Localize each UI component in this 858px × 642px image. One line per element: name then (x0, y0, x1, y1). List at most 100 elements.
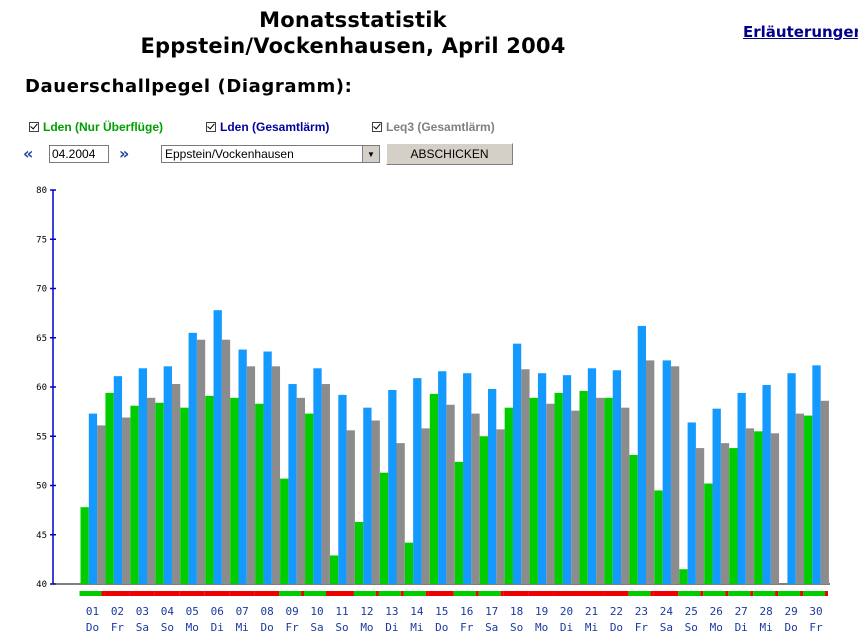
bar-overflights-day-10 (305, 413, 314, 584)
status-segment-day-03 (129, 591, 155, 596)
y-tick-label: 45 (36, 531, 47, 541)
next-month-icon[interactable]: » (119, 144, 130, 163)
legend-checkbox-total[interactable]: Lden (Gesamtlärm) (206, 120, 329, 134)
help-link[interactable]: Erläuterungen (743, 23, 858, 41)
x-day-label[interactable]: 23 (635, 605, 648, 618)
chevron-down-icon[interactable]: ▼ (362, 146, 379, 162)
bar-total-day-22 (612, 370, 622, 584)
bar-overflights-day-09 (280, 478, 289, 584)
bar-leq3-day-18 (521, 369, 530, 584)
bar-total-day-09 (288, 384, 297, 584)
x-day-label[interactable]: 24 (660, 605, 674, 618)
x-day-label[interactable]: 26 (710, 605, 723, 618)
x-weekday-label: Mo (535, 621, 548, 634)
month-input[interactable] (49, 145, 109, 163)
bar-leq3-day-10 (321, 384, 330, 584)
bar-total-day-14 (413, 378, 422, 584)
x-weekday-label: Sa (485, 621, 498, 634)
bar-total-day-19 (537, 373, 547, 584)
x-weekday-label: Sa (310, 621, 323, 634)
x-day-label[interactable]: 08 (261, 605, 274, 618)
checkbox-icon[interactable] (206, 122, 216, 132)
x-day-label[interactable]: 19 (535, 605, 548, 618)
checkbox-icon[interactable] (29, 122, 39, 132)
x-weekday-label: Fr (635, 621, 649, 634)
x-day-label[interactable]: 25 (685, 605, 698, 618)
location-select[interactable]: Eppstein/Vockenhausen ▼ (161, 145, 380, 163)
status-segment-day-29 (778, 591, 801, 596)
bar-leq3-day-09 (296, 397, 305, 584)
status-segment-day-07 (229, 591, 255, 596)
x-day-label[interactable]: 20 (560, 605, 573, 618)
x-day-label[interactable]: 10 (310, 605, 323, 618)
status-segment-edge (301, 591, 305, 596)
x-day-label[interactable]: 17 (485, 605, 498, 618)
bar-leq3-day-25 (695, 448, 705, 584)
x-day-label[interactable]: 15 (435, 605, 448, 618)
y-tick-label: 70 (36, 285, 47, 295)
prev-month-icon[interactable]: « (23, 144, 34, 163)
bar-total-day-30 (812, 365, 821, 584)
x-day-label[interactable]: 22 (610, 605, 623, 618)
x-weekday-label: Mi (585, 621, 598, 634)
bar-leq3-day-16 (471, 413, 480, 584)
status-segment-edge (101, 591, 105, 596)
x-day-label[interactable]: 09 (285, 605, 298, 618)
x-day-label[interactable]: 06 (211, 605, 224, 618)
bar-leq3-day-24 (670, 366, 680, 584)
bar-leq3-day-21 (596, 397, 605, 584)
bar-series (80, 310, 829, 584)
x-day-label[interactable]: 28 (760, 605, 773, 618)
bar-total-day-27 (737, 392, 746, 584)
x-day-label[interactable]: 14 (410, 605, 424, 618)
checkbox-icon[interactable] (372, 122, 382, 132)
x-day-label[interactable]: 27 (735, 605, 748, 618)
legend-label-total: Lden (Gesamtlärm) (220, 120, 330, 134)
x-day-label[interactable]: 13 (385, 605, 398, 618)
status-segment-day-11 (329, 591, 354, 596)
bar-total-day-21 (587, 368, 597, 584)
bar-overflights-day-26 (704, 483, 713, 584)
x-day-label[interactable]: 29 (784, 605, 797, 618)
x-day-label[interactable]: 03 (136, 605, 149, 618)
x-day-label[interactable]: 21 (585, 605, 598, 618)
bar-overflights-day-28 (754, 431, 763, 584)
x-day-label[interactable]: 04 (161, 605, 175, 618)
status-strip (79, 591, 828, 596)
x-day-label[interactable]: 16 (460, 605, 473, 618)
x-day-label[interactable]: 05 (186, 605, 199, 618)
x-weekday-label: Di (211, 621, 224, 634)
x-day-label[interactable]: 12 (360, 605, 373, 618)
status-segment-day-25 (678, 591, 701, 596)
bar-overflights-day-12 (354, 521, 364, 584)
submit-button[interactable]: ABSCHICKEN (386, 143, 513, 165)
y-tick-label: 80 (36, 186, 47, 196)
bar-overflights-day-04 (155, 402, 164, 584)
bar-leq3-day-07 (246, 366, 256, 584)
x-day-label[interactable]: 30 (809, 605, 822, 618)
bar-total-day-20 (562, 375, 572, 584)
legend-checkbox-leq3[interactable]: Leq3 (Gesamtlärm) (372, 120, 495, 134)
bar-leq3-day-05 (196, 339, 206, 584)
bar-leq3-day-17 (496, 429, 505, 584)
bar-overflights-day-24 (654, 490, 663, 584)
x-day-label[interactable]: 18 (510, 605, 523, 618)
x-day-label[interactable]: 02 (111, 605, 124, 618)
status-segment-edge (800, 591, 804, 596)
legend-checkbox-overflights[interactable]: Lden (Nur Überflüge) (29, 120, 163, 134)
status-segment-day-19 (528, 591, 554, 596)
bar-total-day-24 (662, 360, 671, 584)
x-day-label[interactable]: 11 (335, 605, 348, 618)
y-tick-label: 50 (36, 482, 47, 492)
x-day-label[interactable]: 07 (236, 605, 249, 618)
status-segment-day-18 (503, 591, 529, 596)
bar-leq3-day-22 (621, 407, 630, 584)
x-weekday-label: Mi (236, 621, 249, 634)
bar-total-day-10 (313, 368, 322, 584)
bar-total-day-04 (163, 366, 172, 584)
bar-leq3-day-15 (446, 404, 455, 584)
bar-leq3-day-02 (122, 417, 131, 584)
status-segment-day-10 (304, 591, 326, 596)
x-day-label[interactable]: 01 (86, 605, 99, 618)
bar-overflights-day-21 (579, 390, 588, 584)
